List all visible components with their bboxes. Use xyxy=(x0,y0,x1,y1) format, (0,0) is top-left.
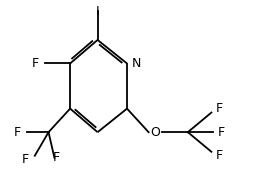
Text: F: F xyxy=(217,126,225,139)
Text: O: O xyxy=(151,126,161,139)
Text: F: F xyxy=(53,151,60,164)
Text: F: F xyxy=(215,149,222,162)
Text: F: F xyxy=(31,57,39,70)
Text: F: F xyxy=(14,126,21,139)
Text: N: N xyxy=(132,57,141,70)
Text: F: F xyxy=(22,153,29,166)
Text: F: F xyxy=(215,102,222,115)
Text: I: I xyxy=(96,5,99,18)
